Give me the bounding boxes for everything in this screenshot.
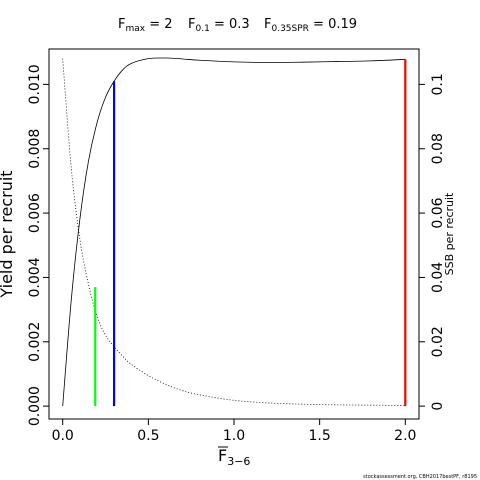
footer-credit: stockassessment.org, CBH2017bestPF, r819… <box>363 474 477 480</box>
left-y-tick-label: 0.008 <box>27 129 43 169</box>
right-y-tick-label: 0.02 <box>430 326 446 357</box>
x-tick-label: 2.0 <box>394 428 416 444</box>
yield-per-recruit-line <box>62 57 406 407</box>
x-tick-label: 1.5 <box>309 428 331 444</box>
x-tick-label: 0.5 <box>137 428 159 444</box>
x-tick-label: 0.0 <box>52 428 74 444</box>
plot-frame <box>48 48 420 420</box>
left-y-tick-label: 0.006 <box>27 193 43 233</box>
right-y-axis-label: SSB per recruit <box>443 192 456 275</box>
right-y-tick-label: 0.06 <box>430 197 446 228</box>
title-fmax: Fmax = 2 <box>118 17 173 34</box>
title-f035spr: F0.35SPR = 0.19 <box>264 17 357 34</box>
left-y-tick-label: 0.000 <box>27 386 43 426</box>
left-y-tick-label: 0.004 <box>27 257 43 297</box>
right-y-tick-label: 0.08 <box>430 133 446 164</box>
right-y-tick-label: 0.1 <box>430 73 446 95</box>
right-y-axis: 0 0.02 0.04 0.06 0.08 0.1 <box>419 73 446 411</box>
right-y-tick-label: 0.04 <box>430 262 446 293</box>
left-y-tick-label: 0.010 <box>27 64 43 104</box>
series-layer <box>62 57 406 407</box>
reference-lines <box>94 59 407 407</box>
x-axis-label: F3−6 <box>218 446 250 468</box>
left-y-axis: 0.000 0.002 0.004 0.006 0.008 0.010 <box>27 64 49 426</box>
x-tick-label: 1.0 <box>223 428 245 444</box>
left-y-tick-label: 0.002 <box>27 322 43 362</box>
left-y-axis-label: Yield per recruit <box>0 170 16 298</box>
right-y-tick-label: 0 <box>430 402 446 411</box>
title-f01: F0.1 = 0.3 <box>188 17 250 34</box>
x-axis: 0.0 0.5 1.0 1.5 2.0 <box>52 419 416 444</box>
